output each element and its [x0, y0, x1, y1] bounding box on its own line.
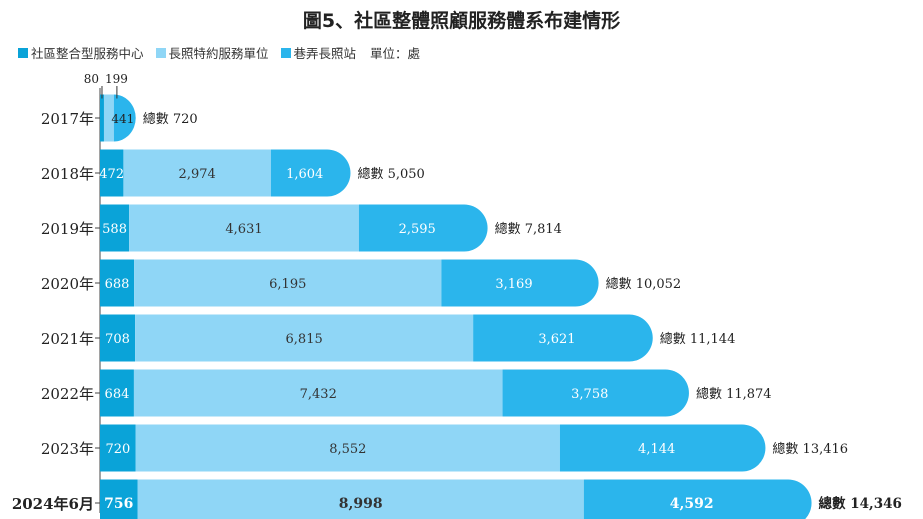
bar-segment-lane-stations: [441, 259, 599, 307]
bar-segment-integrated-center: [100, 424, 136, 472]
data-label: 472: [99, 167, 124, 182]
bar-segment-contracted-units: [135, 424, 560, 472]
data-label: 684: [105, 387, 130, 402]
data-label: 4,592: [670, 496, 714, 512]
category-label: 2019年: [41, 220, 94, 238]
bar-segment-lane-stations: [113, 94, 136, 142]
legend-swatch-lane-stations: [280, 47, 291, 58]
legend-item-contracted-units: 長照特約服務單位: [155, 43, 269, 62]
bar-segment-contracted-units: [133, 369, 503, 417]
data-label: 3,758: [571, 387, 608, 402]
bar-segment-contracted-units: [135, 314, 474, 362]
data-label: 6,195: [269, 277, 306, 292]
total-label: 總數 720: [143, 111, 198, 127]
legend-label-integrated-center: 社區整合型服務中心: [31, 46, 144, 61]
category-label: 2023年: [41, 440, 94, 458]
data-label: 441: [111, 112, 134, 126]
data-label: 2,595: [399, 222, 436, 237]
total-label: 總數 11,874: [696, 386, 772, 402]
legend-label-lane-stations: 巷弄長照站: [293, 46, 357, 61]
bar-segment-contracted-units: [129, 204, 359, 252]
category-label: 2018年: [41, 165, 94, 183]
legend-item-lane-stations: 巷弄長照站: [280, 43, 357, 62]
data-label: 7,432: [300, 387, 337, 402]
total-label: 總數 7,814: [495, 221, 562, 237]
data-label: 3,169: [495, 277, 532, 292]
legend-swatch-contracted-units: [155, 47, 166, 58]
bar-segment-contracted-units: [123, 149, 271, 197]
category-label: 2024年6月: [12, 495, 94, 513]
category-label: 2022年: [41, 385, 94, 403]
data-label: 756: [104, 496, 133, 512]
data-label: 688: [105, 277, 130, 292]
data-label: 708: [105, 332, 130, 347]
category-label: 2017年: [41, 110, 94, 128]
bar-segment-lane-stations: [473, 314, 653, 362]
legend-swatch-integrated-center: [18, 47, 28, 58]
bar-segment-lane-stations: [502, 369, 689, 417]
data-label: 3,621: [538, 332, 575, 347]
total-label: 總數 5,050: [357, 166, 424, 182]
data-label: 6,815: [286, 332, 323, 347]
data-label: 8,552: [329, 442, 366, 457]
bar-segment-integrated-center: [100, 204, 130, 252]
data-label: 4,144: [638, 442, 675, 457]
bar-segment-lane-stations: [358, 204, 488, 252]
bar-segment-integrated-center: [100, 479, 138, 519]
data-label: 588: [102, 222, 127, 237]
bar-segment-lane-stations: [583, 479, 812, 519]
bar-segment-integrated-center: [100, 94, 104, 142]
data-label: 8,998: [339, 496, 383, 512]
data-label: 199: [105, 72, 128, 86]
total-label: 總數 11,144: [660, 331, 736, 347]
bar-segment-integrated-center: [100, 369, 134, 417]
data-label: 1,604: [286, 167, 323, 182]
total-label: 總數 10,052: [606, 276, 682, 292]
total-label: 總數 13,416: [772, 441, 848, 457]
legend-item-integrated-center: 社區整合型服務中心: [18, 43, 144, 62]
bar-segment-contracted-units: [134, 259, 442, 307]
legend: 社區整合型服務中心 長照特約服務單位 巷弄長照站 單位：處: [18, 43, 420, 62]
bar-segment-integrated-center: [100, 149, 124, 197]
data-label: 720: [105, 442, 130, 457]
data-label: 2,974: [179, 167, 216, 182]
bar-segment-contracted-units: [137, 479, 584, 519]
unit-label: 單位：處: [370, 46, 421, 61]
data-label: 4,631: [225, 222, 262, 237]
total-label: 總數 14,346: [819, 495, 902, 512]
data-label: 80: [84, 72, 99, 86]
category-label: 2020年: [41, 275, 94, 293]
category-label: 2021年: [41, 330, 94, 348]
bar-segment-lane-stations: [559, 424, 766, 472]
bar-segment-lane-stations: [270, 149, 351, 197]
chart-title: 圖5、社區整體照顧服務體系布建情形: [302, 10, 621, 32]
bar-segment-contracted-units: [103, 94, 114, 142]
legend-label-contracted-units: 長照特約服務單位: [168, 46, 269, 61]
bar-segment-integrated-center: [100, 259, 135, 307]
bar-segment-integrated-center: [100, 314, 136, 362]
